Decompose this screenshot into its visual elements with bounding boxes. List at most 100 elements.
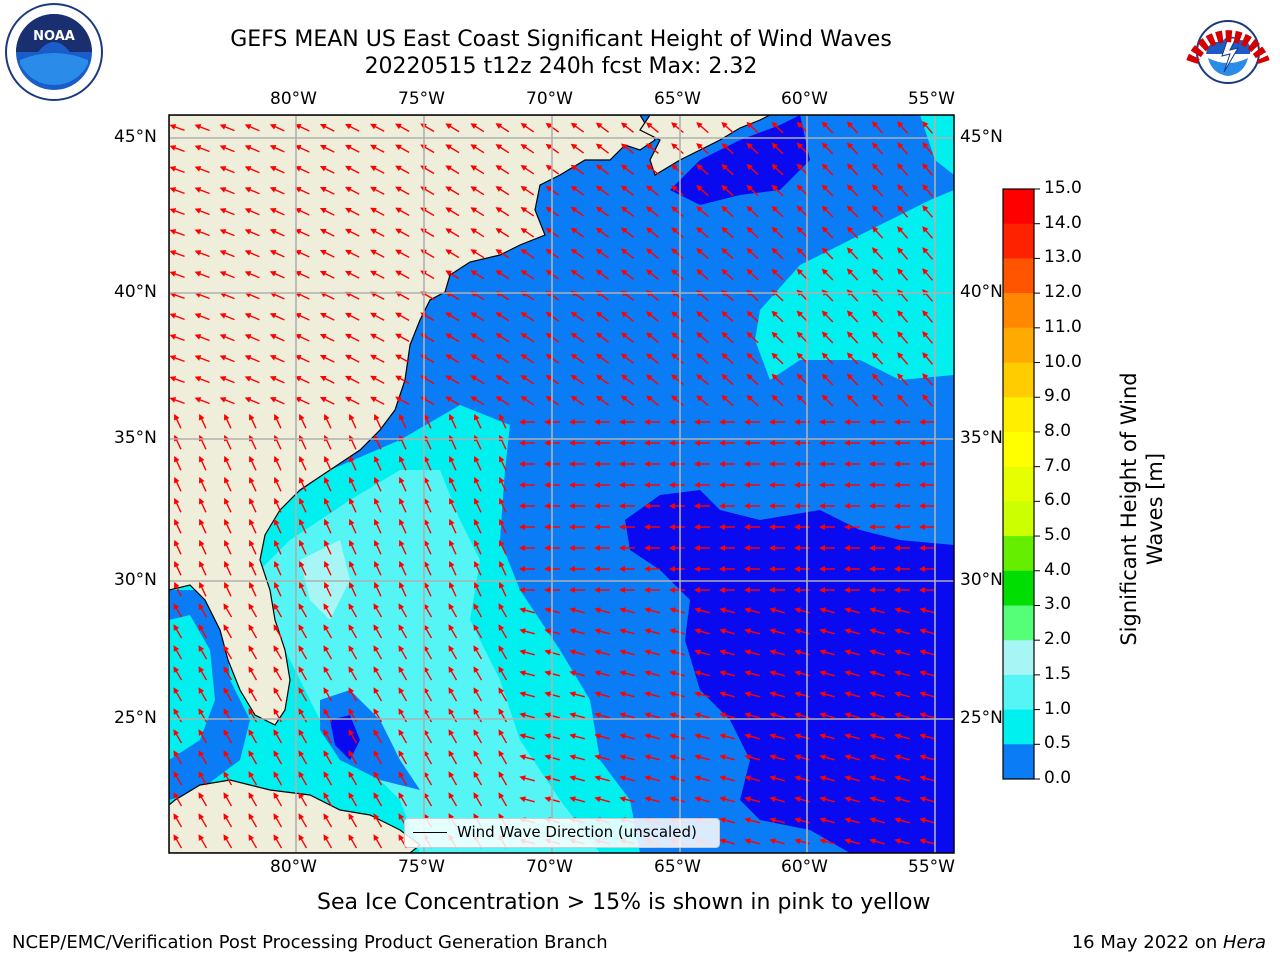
wave-arrow [198, 834, 208, 849]
wave-arrow [323, 750, 333, 765]
wave-arrow [769, 419, 785, 425]
wave-arrow [224, 497, 232, 513]
wave-arrow [844, 628, 860, 635]
wave-arrow [348, 729, 358, 744]
wave-arrow [844, 419, 860, 425]
wave-arrow [323, 687, 333, 702]
wave-arrow [844, 503, 860, 509]
wave-arrow [569, 628, 585, 635]
footer-credit: NCEP/EMC/Verification Post Processing Pr… [12, 932, 608, 953]
wave-arrow [445, 228, 460, 238]
wave-arrow [495, 123, 510, 133]
wave-arrow [844, 587, 860, 593]
wave-arrow [298, 666, 308, 681]
wave-arrow [894, 712, 910, 719]
wave-arrow [298, 624, 308, 639]
wave-arrow [423, 603, 433, 618]
wave-arrow [448, 729, 458, 744]
wave-arrow [498, 771, 508, 786]
wave-arrow [319, 354, 335, 363]
wave-arrow [669, 419, 685, 425]
wave-arrow [319, 249, 335, 258]
wave-arrow [173, 687, 183, 702]
wave-arrow [744, 587, 760, 593]
colorbar-segment [1003, 327, 1034, 364]
colorbar-segment [1003, 258, 1034, 294]
colorbar-tick-label: 13.0 [1044, 247, 1082, 268]
wave-arrow [794, 419, 810, 425]
wave-arrow [844, 817, 860, 824]
wave-arrow [544, 440, 560, 446]
map-legend: Wind Wave Direction (unscaled) [404, 818, 720, 848]
wave-arrow [744, 754, 760, 761]
wave-arrow [499, 455, 507, 471]
wave-arrow [919, 712, 935, 719]
wave-arrow [198, 750, 208, 765]
wave-arrow [519, 566, 535, 572]
colorbar-segment [1003, 605, 1034, 641]
wave-arrow [319, 207, 335, 216]
colorbar-segment [1003, 189, 1034, 225]
wave-arrow [274, 497, 282, 513]
wave-arrow [173, 708, 183, 723]
wave-arrow [423, 708, 433, 723]
colorbar-tick-label: 12.0 [1044, 282, 1082, 303]
wave-arrow [423, 624, 433, 639]
wave-arrow [719, 524, 735, 530]
wave-arrow [544, 419, 560, 425]
wave-arrow [398, 792, 408, 807]
wave-arrow [619, 712, 635, 719]
wave-arrow [273, 603, 283, 618]
wave-arrow [696, 395, 709, 407]
wave-arrow [473, 729, 483, 744]
wave-arrow [299, 581, 307, 597]
wave-arrow [644, 440, 660, 446]
wave-arrow [746, 310, 759, 323]
wave-arrow [194, 334, 210, 342]
wave-arrow [519, 628, 535, 635]
wave-arrow [569, 607, 585, 614]
wave-arrow [694, 775, 710, 782]
wave-arrow [919, 775, 935, 782]
wave-arrow [694, 628, 710, 635]
lat-label-right: 25°N [960, 708, 1003, 728]
wave-arrow [721, 163, 734, 176]
wave-arrow [319, 228, 335, 237]
wave-arrow [495, 249, 510, 259]
wave-arrow [694, 796, 710, 803]
wave-arrow [569, 775, 585, 782]
wave-arrow [569, 670, 585, 677]
wave-arrow [744, 733, 760, 740]
wave-arrow [922, 373, 934, 386]
wave-arrow [821, 226, 834, 239]
wave-arrow [844, 649, 860, 656]
wave-arrow [844, 545, 860, 551]
wave-arrow [844, 482, 860, 488]
wave-arrow [594, 440, 610, 446]
wave-arrow [769, 712, 785, 719]
wave-arrow [298, 834, 308, 849]
wave-arrow [323, 792, 333, 807]
wave-arrow [224, 560, 232, 576]
wave-arrow [594, 754, 610, 761]
wave-arrow [398, 666, 408, 681]
wave-arrow [894, 524, 910, 530]
wave-arrow [324, 455, 332, 471]
colorbar-tick-label: 14.0 [1044, 212, 1082, 233]
wave-arrow [323, 771, 333, 786]
lon-label-top: 80°W [270, 89, 317, 109]
wave-arrow [746, 184, 759, 197]
wave-arrow [719, 545, 735, 551]
wave-arrow [194, 229, 210, 237]
wave-arrow [473, 708, 483, 723]
wave-arrow [223, 792, 233, 807]
wave-arrow [644, 628, 660, 635]
wave-arrow [324, 476, 332, 492]
wave-arrow [395, 123, 410, 133]
wave-arrow [897, 121, 909, 134]
wave-arrow [669, 461, 685, 467]
wave-arrow [269, 355, 285, 363]
wave-arrow [395, 270, 410, 280]
wave-arrow [499, 518, 507, 534]
wave-arrow [370, 186, 385, 195]
